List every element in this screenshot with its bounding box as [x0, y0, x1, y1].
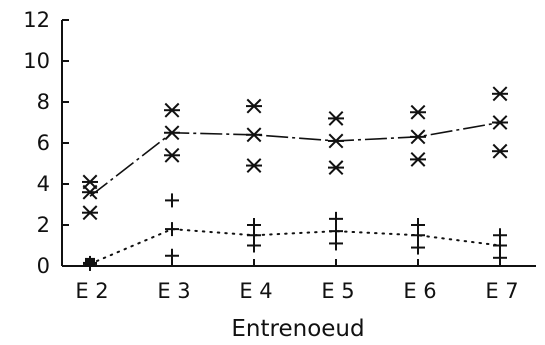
y-tick-label: 2: [37, 213, 50, 237]
star-marker: [492, 143, 508, 159]
plus-marker: [165, 248, 179, 263]
plus-marker: [329, 224, 343, 239]
plus-marker: [247, 238, 261, 253]
y-axis: 0 2 4 6 8 10 12: [23, 8, 69, 278]
star-marker: [82, 205, 98, 221]
star-marker: [82, 184, 98, 200]
star-marker: [164, 125, 180, 141]
star-marker: [328, 133, 344, 149]
x-tick-label: E 2: [75, 279, 108, 303]
y-tick-label: 6: [37, 131, 50, 155]
mean-lines: [89, 121, 501, 265]
x-tick-label: E 6: [403, 279, 436, 303]
y-tick-label: 8: [37, 90, 50, 114]
star-marker: [164, 147, 180, 163]
plus-marker: [329, 236, 343, 251]
star-marker: [410, 129, 426, 145]
star-marker: [82, 174, 98, 190]
plus-marker: [411, 240, 425, 255]
series-1-mean-line: [89, 121, 501, 197]
plus-marker: [165, 222, 179, 237]
plus-marker: [493, 250, 507, 265]
x-tick-label: E 7: [485, 279, 518, 303]
star-marker: [410, 151, 426, 167]
y-tick-label: 12: [23, 8, 50, 32]
y-tick-label: 0: [37, 254, 50, 278]
star-marker: [246, 98, 262, 114]
x-axis: E 2 E 3 E 4 E 5 E 6 E 7: [62, 259, 536, 303]
series-2-mean-line: [89, 228, 501, 265]
y-tick-label: 4: [37, 172, 50, 196]
y-tick-label: 10: [23, 49, 50, 73]
star-marker: [328, 160, 344, 176]
plus-marker: [411, 228, 425, 243]
star-marker: [492, 115, 508, 130]
star-marker: [492, 86, 508, 102]
star-marker: [328, 110, 344, 126]
star-marker: [246, 127, 262, 143]
x-axis-title: Entrenoeud: [231, 316, 364, 342]
star-marker: [246, 158, 262, 173]
x-tick-label: E 3: [157, 279, 190, 303]
star-marker: [410, 104, 426, 120]
data-markers: [82, 86, 508, 271]
star-marker: [164, 102, 180, 118]
x-tick-label: E 5: [321, 279, 354, 303]
overlap-marker: [85, 257, 95, 266]
plus-marker: [329, 211, 343, 226]
x-tick-label: E 4: [239, 279, 272, 303]
plus-marker: [165, 193, 179, 208]
plus-marker: [493, 238, 507, 253]
